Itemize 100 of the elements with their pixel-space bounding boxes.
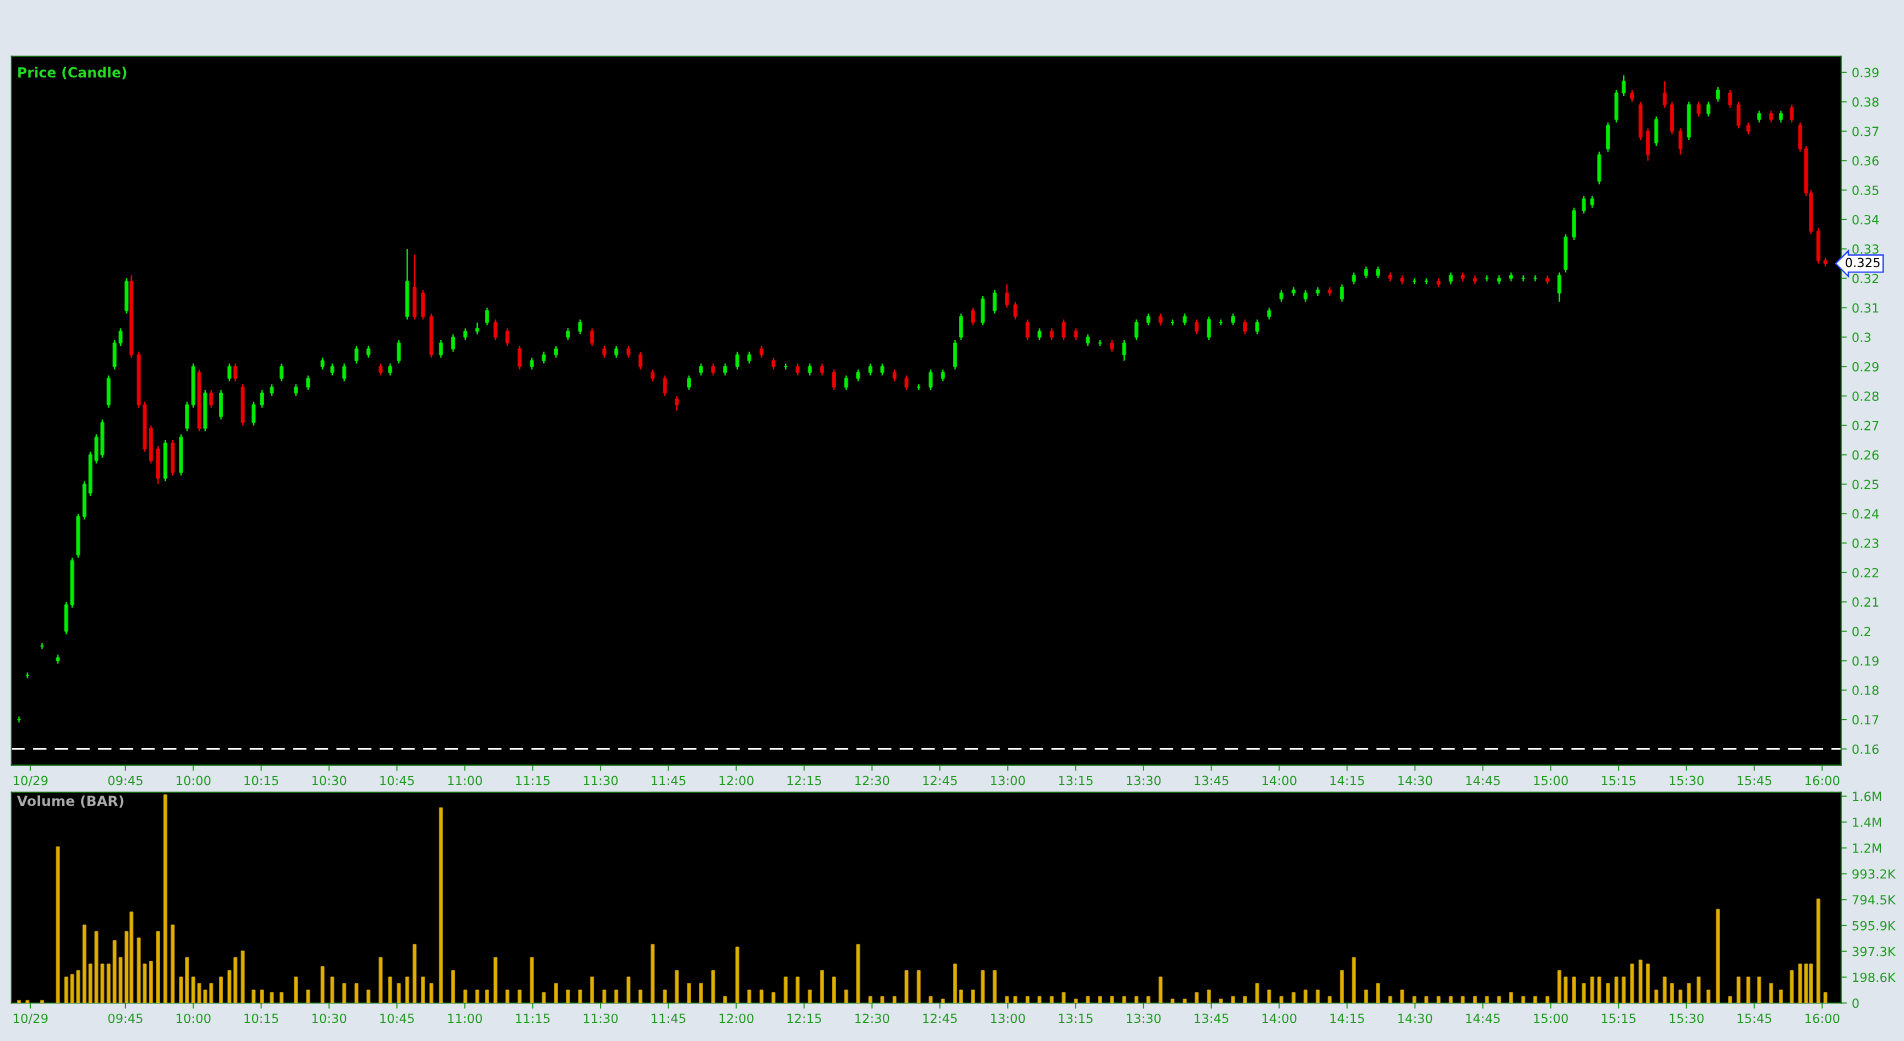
bar [1654, 989, 1659, 1003]
bar [602, 989, 607, 1003]
bar [1816, 898, 1821, 1003]
bar [1049, 996, 1054, 1003]
candlestick [251, 401, 256, 427]
bar [699, 983, 703, 1003]
bar [1670, 983, 1674, 1003]
bar [191, 976, 196, 1003]
y-tick-label: 0.24 [1852, 509, 1879, 519]
candlestick [1654, 115, 1659, 147]
y-tick-label: 0.22 [1852, 567, 1879, 578]
bar [1448, 996, 1453, 1003]
bar [149, 961, 153, 1003]
bar [663, 989, 667, 1003]
bar [1005, 996, 1009, 1003]
bar [260, 989, 264, 1003]
bar [1696, 976, 1701, 1003]
candlestick [421, 289, 425, 321]
bar [1638, 959, 1643, 1003]
bar [1098, 996, 1102, 1003]
y-tick-label: 0.29 [1852, 362, 1879, 372]
bar [1388, 996, 1393, 1003]
bar [1485, 996, 1489, 1003]
bar [1545, 996, 1550, 1003]
bar [185, 957, 189, 1003]
x-tick-label: 12:45 [923, 775, 957, 786]
candlestick [953, 339, 957, 371]
y-tick-label: 993.2K [1852, 869, 1896, 879]
y-tick-label: 1.2M [1852, 843, 1882, 853]
bar [1581, 983, 1586, 1003]
candlestick [1678, 127, 1683, 156]
y-tick-label: 0.39 [1852, 67, 1879, 78]
x-tick-label: 13:45 [1194, 775, 1229, 786]
bar [170, 924, 175, 1003]
y-tick-label: 0.26 [1852, 450, 1879, 460]
bar [554, 983, 558, 1003]
bar [783, 976, 788, 1003]
bar [614, 989, 619, 1003]
x-tick-label: 15:45 [1737, 1013, 1772, 1024]
annotation: 0.325 [1845, 257, 1880, 268]
candlestick [1557, 271, 1562, 303]
x-tick-label: 11:30 [583, 1013, 618, 1024]
bar [759, 989, 764, 1003]
bar [279, 992, 284, 1003]
bar [530, 957, 534, 1003]
bar [342, 983, 347, 1003]
x-tick-label: 15:30 [1669, 775, 1704, 786]
bar [1678, 989, 1683, 1003]
bar [980, 970, 985, 1003]
y-tick-label: 0.32 [1852, 273, 1879, 284]
candlestick [1662, 80, 1667, 109]
bar [856, 944, 860, 1003]
candlestick [980, 295, 985, 327]
bar [142, 963, 147, 1003]
bar [451, 970, 455, 1003]
bar [880, 996, 885, 1003]
x-tick-label: 10:15 [244, 1013, 279, 1024]
x-tick-label: 11:45 [651, 775, 686, 786]
x-tick-label: 11:30 [583, 775, 618, 786]
bar [687, 983, 691, 1003]
bar [1646, 963, 1650, 1003]
bar [439, 807, 443, 1003]
x-tick-label: 14:15 [1330, 775, 1364, 786]
bar [1779, 989, 1783, 1003]
x-tick-label: 10:00 [176, 1013, 211, 1024]
x-tick-label: 10/29 [13, 775, 48, 787]
bar [795, 976, 800, 1003]
bar [1194, 992, 1199, 1003]
bar [17, 1000, 21, 1003]
candlestick [1098, 339, 1102, 347]
bar [1662, 976, 1667, 1003]
bar [1110, 996, 1114, 1003]
bar [1412, 996, 1417, 1003]
bar [747, 989, 752, 1003]
x-tick-label: 11:00 [448, 775, 482, 786]
candlestick [959, 312, 963, 341]
bar [1267, 989, 1272, 1003]
bar [219, 976, 223, 1003]
bar [475, 989, 480, 1003]
bar [1255, 983, 1260, 1003]
bar [1597, 976, 1602, 1003]
bar [251, 989, 256, 1003]
candlestick [185, 401, 189, 432]
bar [179, 976, 183, 1003]
candlestick [1798, 121, 1803, 153]
x-tick-label: 14:45 [1466, 775, 1500, 786]
bar [1061, 992, 1066, 1003]
bar [953, 963, 957, 1003]
x-tick-label: 11:00 [448, 1013, 482, 1024]
x-tick-label: 13:45 [1194, 1013, 1229, 1024]
bar [1736, 976, 1741, 1003]
bar [541, 992, 546, 1003]
candlestick [992, 289, 997, 315]
x-tick-label: 10/29 [13, 1013, 48, 1025]
x-tick-label: 11:45 [651, 1013, 686, 1024]
x-tick-label: 16:00 [1805, 1013, 1840, 1024]
x-tick-label: 14:00 [1262, 1013, 1297, 1024]
bar [1614, 976, 1619, 1003]
bar [771, 992, 776, 1003]
x-tick-label: 09:45 [108, 1013, 143, 1024]
